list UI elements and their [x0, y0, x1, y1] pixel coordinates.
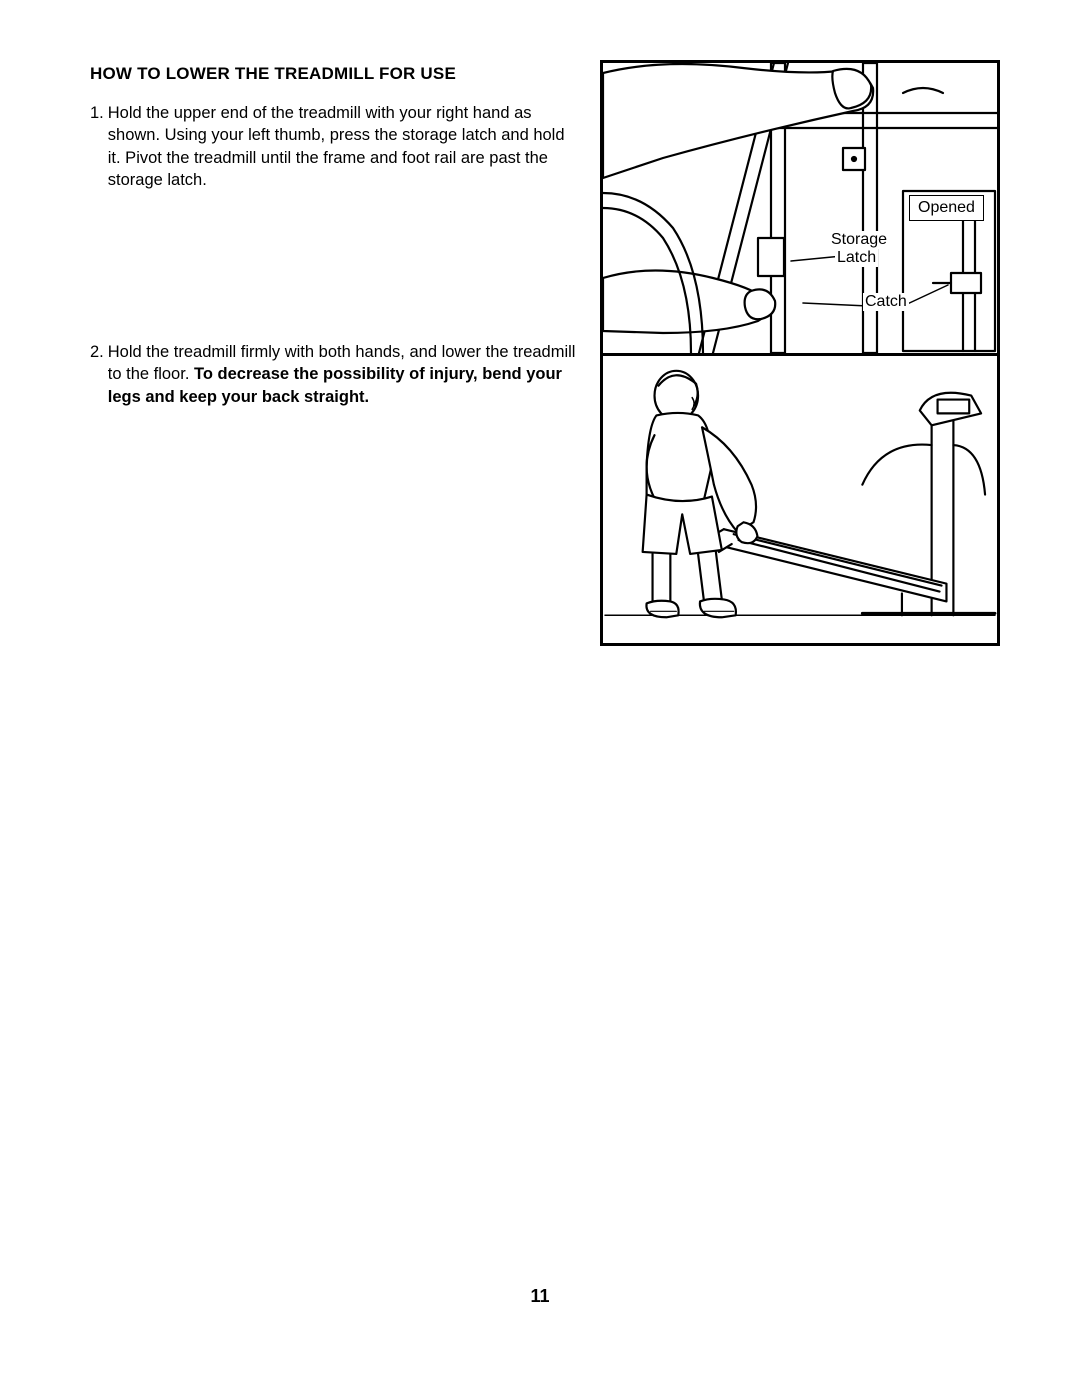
figure-frame: Opened Storage Latch Catch: [600, 60, 1000, 646]
section-heading: HOW TO LOWER THE TREADMILL FOR USE: [90, 64, 580, 84]
panel-2-illustration: [603, 356, 997, 643]
label-opened: Opened: [909, 195, 984, 221]
step-2-number: 2.: [90, 341, 104, 408]
label-catch: Catch: [863, 293, 909, 311]
figure-column: Opened Storage Latch Catch: [600, 60, 1000, 646]
page-number: 11: [0, 1286, 1080, 1307]
step-2-text: Hold the treadmill firmly with both hand…: [108, 341, 580, 408]
step-1: 1. Hold the upper end of the treadmill w…: [90, 102, 580, 191]
step-2: 2. Hold the treadmill firmly with both h…: [90, 341, 580, 408]
figure-panel-2: [603, 353, 997, 643]
label-storage: Storage: [829, 231, 889, 249]
figure-panel-1: Opened Storage Latch Catch: [603, 63, 997, 353]
label-latch: Latch: [835, 249, 878, 267]
step-1-text: Hold the upper end of the treadmill with…: [108, 102, 580, 191]
instruction-text-column: HOW TO LOWER THE TREADMILL FOR USE 1. Ho…: [90, 60, 580, 646]
step-1-number: 1.: [90, 102, 104, 191]
